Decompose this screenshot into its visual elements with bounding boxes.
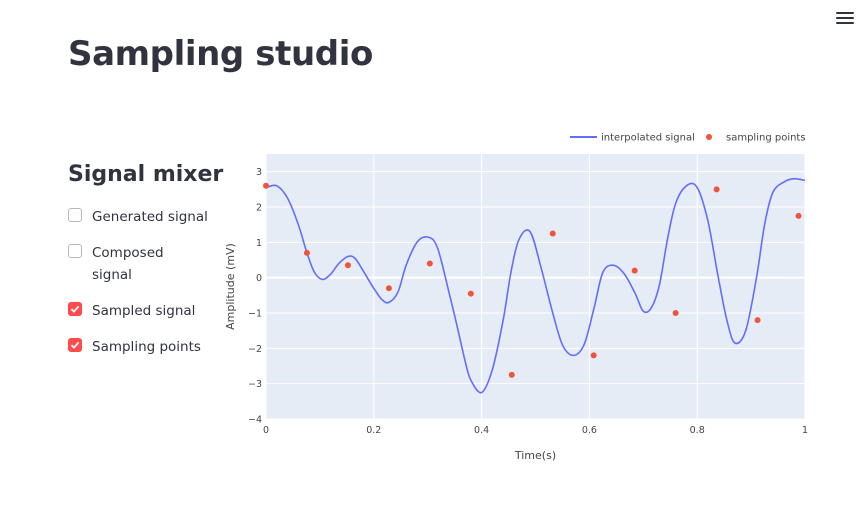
interpolated-signal-line: [266, 177, 805, 394]
sampling-point: [795, 212, 802, 219]
checkbox-label: Sampled signal: [92, 303, 196, 319]
legend-label-interpolated: interpolated signal: [601, 133, 695, 144]
sampling-point: [385, 285, 392, 292]
hamburger-menu-icon[interactable]: [836, 12, 854, 26]
sidebar-heading: Signal mixer: [68, 162, 224, 187]
x-tick-label: 0.2: [366, 425, 381, 436]
sampling-point: [672, 310, 679, 316]
x-axis-title: Time(s): [514, 449, 556, 462]
checkbox-box[interactable]: [68, 208, 82, 222]
sampling-point: [631, 267, 638, 274]
y-tick-label: −1: [248, 309, 262, 320]
y-tick-label: 0: [256, 273, 262, 284]
x-tick-label: 0.6: [582, 425, 597, 436]
sampling-point: [344, 262, 351, 269]
checkbox-label: Generated signal: [92, 209, 208, 225]
legend-label-sampling: sampling points: [726, 133, 806, 144]
y-tick-label: 3: [256, 167, 262, 178]
page-title: Sampling studio: [68, 34, 373, 74]
y-tick-label: −3: [248, 379, 262, 390]
sampling-point: [263, 182, 269, 189]
y-tick-label: −2: [248, 344, 262, 355]
legend-marker-swatch: [706, 134, 712, 140]
checkmark-icon: [70, 305, 80, 313]
signal-chart[interactable]: 0 0.2 0.4 0.6 0.8 1 −4 −3 −2 −1 0 1 2 3 Time(s) Amplitu…: [210, 120, 830, 470]
sampling-point: [467, 290, 474, 297]
sampling-point: [549, 230, 556, 237]
sampling-point: [426, 260, 433, 267]
x-tick-label: 0.4: [474, 425, 489, 436]
checkbox-box[interactable]: [68, 244, 82, 258]
sampling-point: [508, 371, 515, 378]
y-tick-label: 2: [256, 203, 262, 214]
sampling-points-checkbox[interactable]: Sampling points: [68, 336, 201, 358]
checkbox-label: Composed signal: [92, 245, 164, 283]
generated-signal-checkbox[interactable]: Generated signal: [68, 206, 208, 228]
sampling-point: [303, 249, 310, 256]
sampling-point: [590, 352, 597, 359]
x-tick-label: 0: [263, 425, 269, 436]
checkbox-box[interactable]: [68, 302, 82, 316]
sampling-point: [754, 317, 761, 324]
checkbox-box[interactable]: [68, 338, 82, 352]
checkbox-label: Sampling points: [92, 339, 201, 355]
x-tick-label: 0.8: [690, 425, 705, 436]
sampled-signal-checkbox[interactable]: Sampled signal: [68, 300, 195, 322]
y-axis-title: Amplitude (mV): [224, 243, 237, 330]
x-tick-label: 1: [802, 425, 808, 436]
composed-signal-checkbox[interactable]: Composed signal: [68, 242, 172, 286]
checkmark-icon: [70, 341, 80, 349]
sampling-point: [713, 186, 720, 193]
plot-area: [266, 154, 805, 419]
y-tick-label: −4: [248, 415, 262, 426]
y-tick-label: 1: [256, 238, 262, 249]
